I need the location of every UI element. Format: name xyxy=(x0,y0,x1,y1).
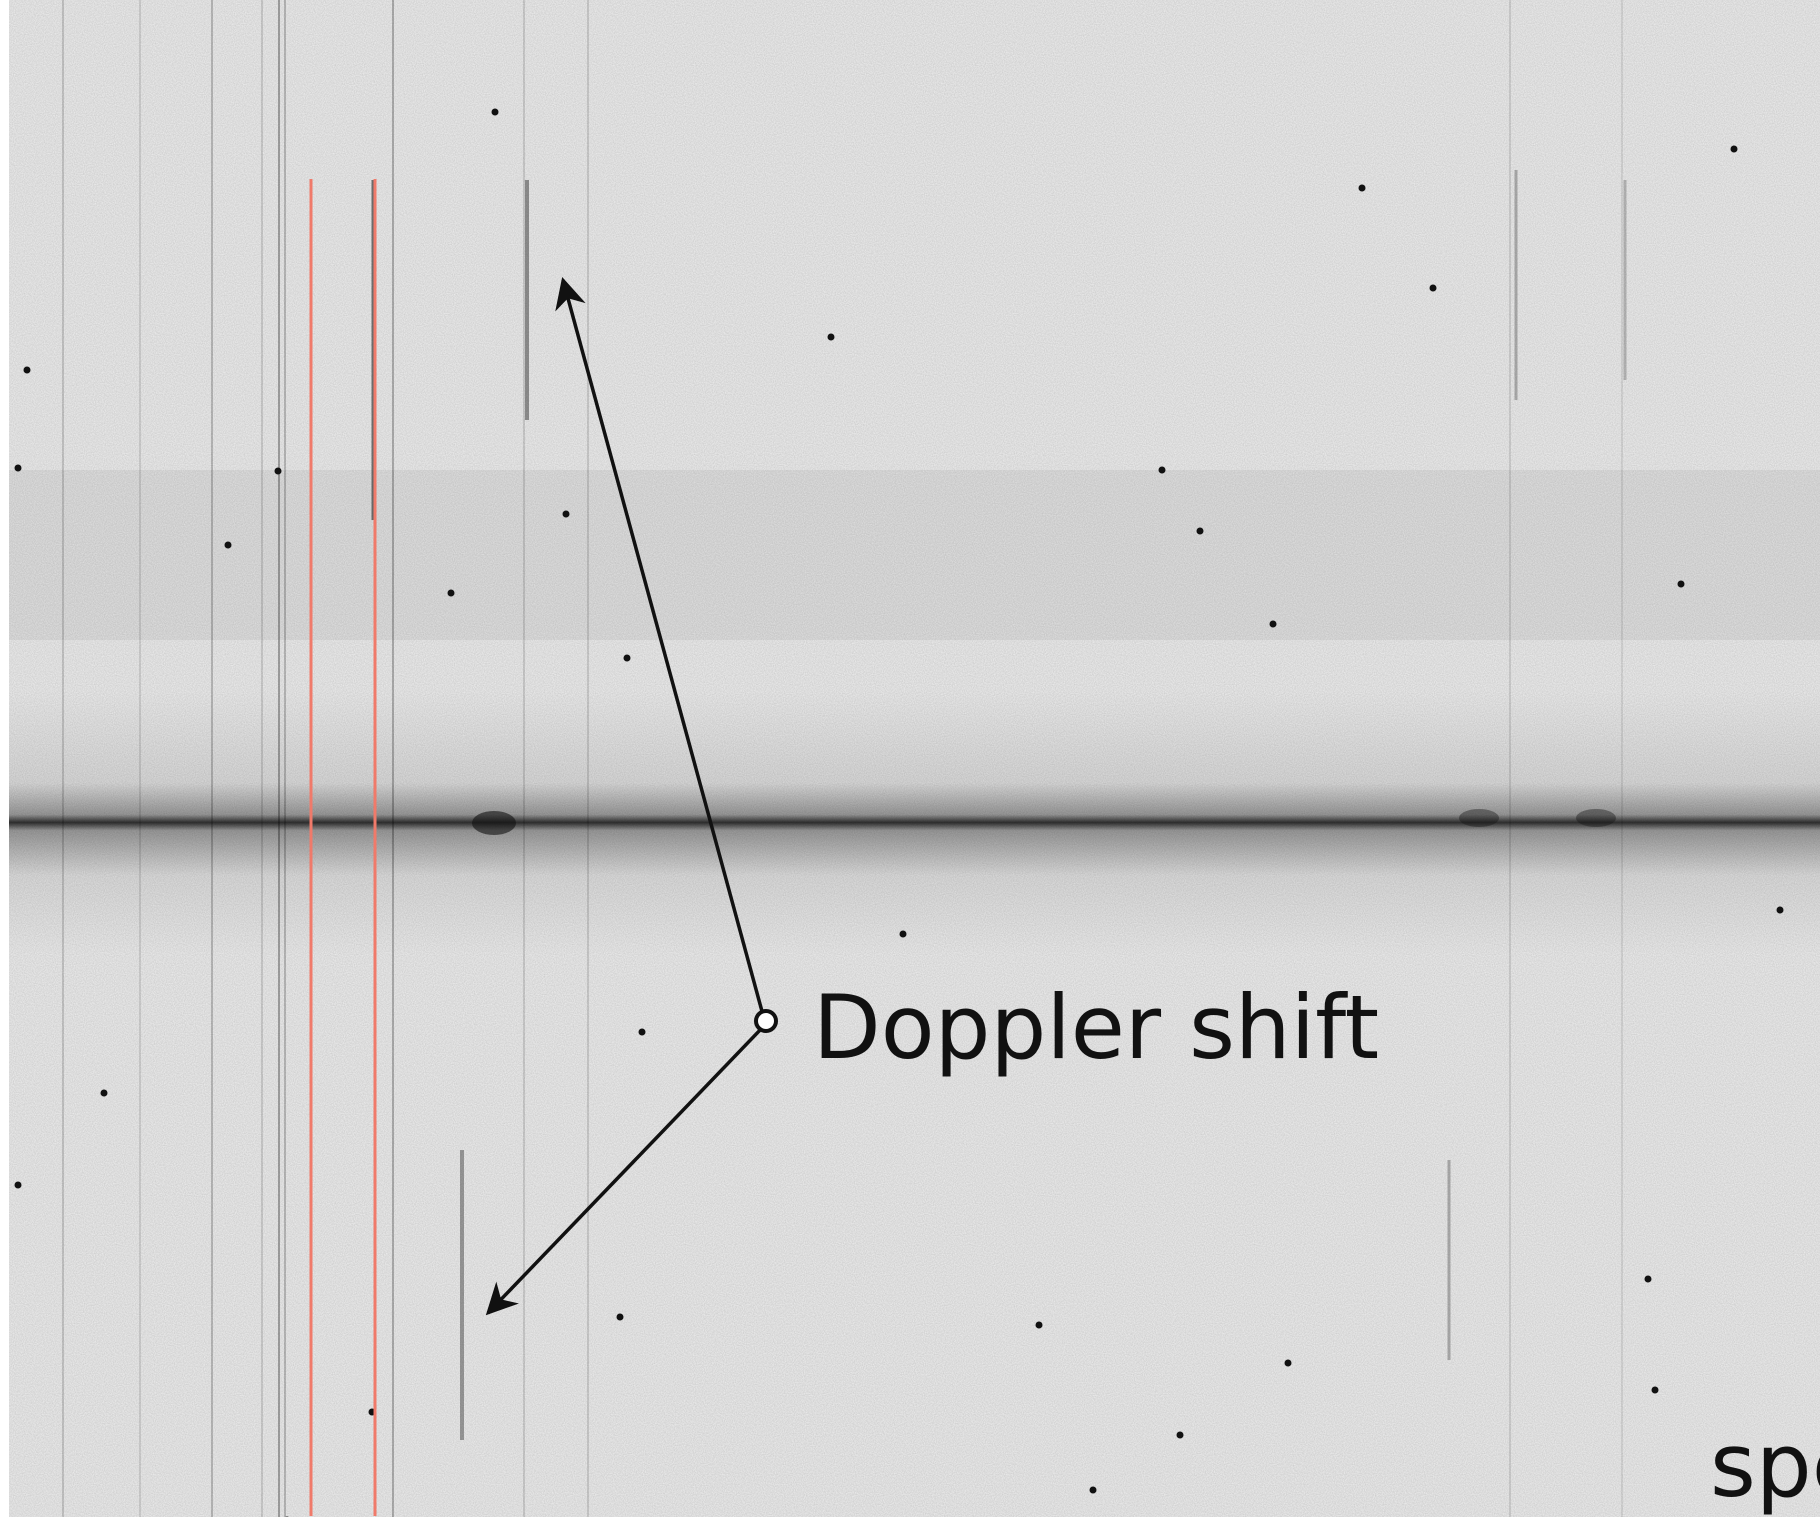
speck xyxy=(275,468,282,475)
speck xyxy=(1731,146,1738,153)
speck xyxy=(1285,1360,1292,1367)
speck xyxy=(1270,621,1277,628)
speck xyxy=(1652,1387,1659,1394)
pivot xyxy=(756,1011,776,1031)
continuum-band xyxy=(9,690,1820,955)
speck xyxy=(15,1182,22,1189)
bottom-margin xyxy=(0,1517,1820,1529)
speck xyxy=(1197,528,1204,535)
speck xyxy=(101,1090,108,1097)
speck xyxy=(24,367,31,374)
speck xyxy=(563,511,570,518)
speck xyxy=(448,590,455,597)
speck xyxy=(1036,1322,1043,1329)
speck xyxy=(1177,1432,1184,1439)
speck xyxy=(492,109,499,116)
speck xyxy=(15,465,22,472)
corner-text: spe xyxy=(1710,1414,1820,1517)
speck xyxy=(617,1314,624,1321)
speck xyxy=(225,542,232,549)
speck xyxy=(1159,467,1166,474)
speck xyxy=(1645,1276,1652,1283)
speck xyxy=(1090,1487,1097,1494)
speck xyxy=(828,334,835,341)
speck xyxy=(1359,185,1366,192)
speck xyxy=(1678,581,1685,588)
blob xyxy=(472,811,516,835)
speck xyxy=(900,931,907,938)
blob xyxy=(1576,809,1616,827)
page: Doppler shift spe (() => { const data = … xyxy=(0,0,1820,1529)
speck xyxy=(1777,907,1784,914)
annotation-label: Doppler shift xyxy=(813,976,1379,1079)
speck xyxy=(1430,285,1437,292)
speck xyxy=(639,1029,646,1036)
faint-band xyxy=(9,470,1820,640)
blob xyxy=(1459,809,1499,827)
speck xyxy=(624,655,631,662)
spectrum-image: Doppler shift spe xyxy=(0,0,1820,1529)
